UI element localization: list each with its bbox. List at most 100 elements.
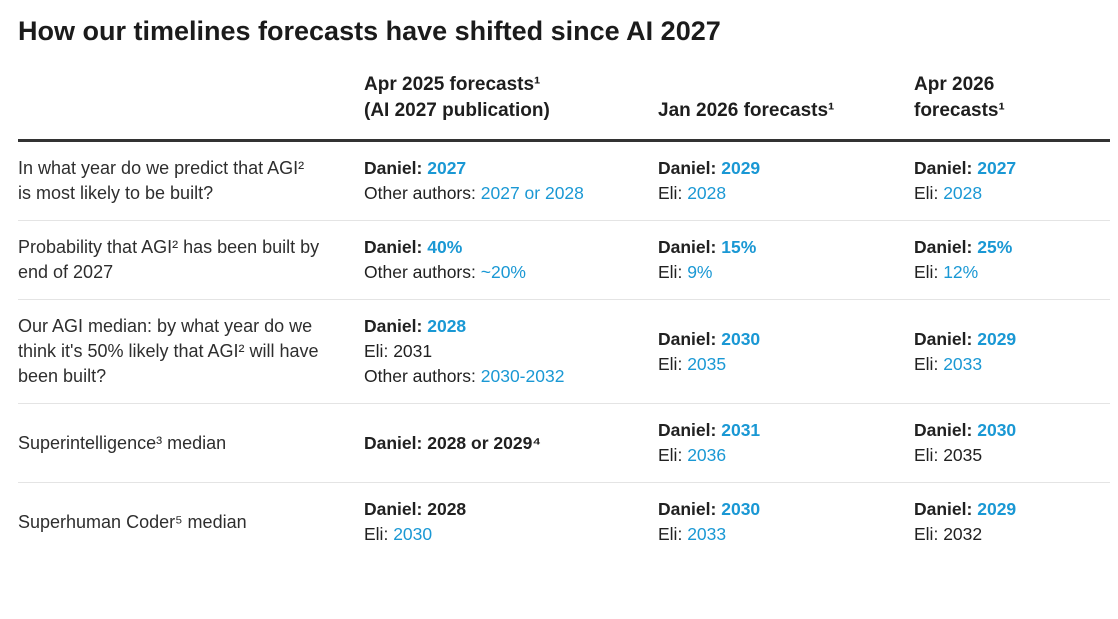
forecast-cell: Daniel: 2030 Eli: 2033 [658, 483, 914, 562]
forecast-line: Eli: 9% [658, 260, 900, 285]
forecast-line: Daniel: 2028 [364, 497, 586, 522]
forecast-value: 2029 [977, 499, 1017, 519]
forecast-value: ~20% [480, 262, 526, 282]
forecast-line: Eli: 2032 [914, 522, 1096, 547]
page-container: How our timelines forecasts have shifted… [18, 16, 1110, 561]
forecast-cell: Daniel: 2029 Eli: 2032 [914, 483, 1110, 562]
forecaster-name: Other authors: [364, 183, 476, 203]
forecaster-name: Eli: [914, 445, 939, 465]
forecast-value: 2027 or 2028 [480, 183, 584, 203]
forecaster-name: Eli: [658, 262, 683, 282]
question-cell: Superhuman Coder⁵ median [18, 511, 247, 532]
forecaster-name: Daniel: [658, 237, 717, 257]
forecast-value: 2033 [943, 353, 983, 374]
col-header-line: Apr 2026 [914, 74, 995, 95]
forecast-line: Eli: 2028 [658, 181, 900, 206]
forecast-cell: Daniel: 2029 Eli: 2028 [658, 141, 914, 221]
forecast-value: 2028 [943, 183, 983, 203]
question-cell: Superintelligence³ median [18, 432, 227, 453]
forecast-table: Apr 2025 forecasts¹ (AI 2027 publication… [18, 72, 1110, 561]
forecast-line: Eli: 2035 [914, 443, 1096, 468]
forecast-value: 2027 [427, 158, 467, 178]
forecaster-name: Eli: [658, 445, 683, 465]
table-row: In what year do we predict that AGI² is … [18, 141, 1110, 221]
col-header-line: Jan 2026 forecasts¹ [658, 100, 835, 121]
col-header-line: forecasts¹ [914, 100, 1005, 121]
forecast-value: 2035 [687, 353, 727, 374]
forecast-value: 2035 [943, 445, 983, 465]
forecast-line: Other authors: 2027 or 2028 [364, 181, 586, 206]
forecaster-name: Daniel: [364, 237, 423, 257]
forecaster-name: Daniel: [658, 499, 717, 519]
forecast-value: 2028 [687, 183, 727, 203]
forecaster-name: Daniel: [914, 420, 973, 440]
forecast-value: 2027 [977, 158, 1017, 178]
forecast-value: 2031 [393, 341, 433, 361]
forecast-value: 2036 [687, 445, 727, 465]
forecast-cell: Daniel: 2028 Eli: 2031 Other authors: 2030… [364, 300, 658, 404]
forecaster-name: Eli: [914, 524, 939, 544]
forecast-cell: Daniel: 2027 Other authors: 2027 or 2028 [364, 141, 658, 221]
table-row: Superhuman Coder⁵ median Daniel: 2028 Eli:… [18, 483, 1110, 562]
forecast-cell: Daniel: 25% Eli: 12% [914, 221, 1110, 300]
forecast-cell: Daniel: 2028 Eli: 2030 [364, 483, 658, 562]
table-row: Superintelligence³ median Daniel: 2028 or… [18, 404, 1110, 483]
forecaster-name: Eli: [364, 524, 389, 544]
forecaster-name: Eli: [914, 183, 939, 203]
forecast-line: Eli: 2030 [364, 522, 586, 547]
forecast-line: Eli: 2036 [658, 443, 900, 468]
forecast-value: 2030 [393, 524, 433, 544]
col-header-jan-2026: Jan 2026 forecasts¹ [658, 72, 914, 141]
forecaster-name: Daniel: [364, 432, 423, 453]
forecaster-name: Eli: [914, 262, 939, 282]
forecaster-name: Other authors: [364, 262, 476, 282]
forecast-value: 40% [427, 237, 463, 257]
forecaster-name: Eli: [658, 183, 683, 203]
forecaster-name: Other authors: [364, 366, 476, 386]
forecast-line: Daniel: 2030 [658, 497, 900, 522]
forecast-value: 2032 [943, 524, 983, 544]
forecast-line: Daniel: 2028 or 2029⁴ [364, 431, 586, 456]
forecast-value: 25% [977, 237, 1013, 257]
forecast-line: Daniel: 2029 [914, 497, 1096, 522]
forecaster-name: Daniel: [364, 316, 423, 336]
forecast-line: Eli: 2035 [658, 352, 900, 377]
forecaster-name: Daniel: [364, 499, 423, 519]
forecast-line: Daniel: 25% [914, 235, 1096, 260]
forecast-value: 2030 [721, 328, 761, 349]
forecast-value: 2030 [977, 420, 1017, 440]
forecast-cell: Daniel: 40% Other authors: ~20% [364, 221, 658, 300]
forecast-cell: Daniel: 2029 Eli: 2033 [914, 300, 1110, 404]
forecast-line: Daniel: 2031 [658, 418, 900, 443]
question-cell: In what year do we predict that AGI² is … [18, 158, 305, 203]
forecaster-name: Daniel: [914, 237, 973, 257]
forecaster-name: Eli: [658, 524, 683, 544]
question-column-header [18, 72, 364, 141]
col-header-apr-2025: Apr 2025 forecasts¹ (AI 2027 publication… [364, 72, 658, 141]
forecast-line: Eli: 2033 [914, 352, 1096, 377]
forecast-cell: Daniel: 2027 Eli: 2028 [914, 141, 1110, 221]
header-row: Apr 2025 forecasts¹ (AI 2027 publication… [18, 72, 1110, 141]
forecast-line: Daniel: 2030 [658, 327, 900, 352]
forecaster-name: Daniel: [658, 158, 717, 178]
forecast-value: 2031 [721, 420, 761, 440]
forecast-value: 2029 [721, 158, 761, 178]
forecast-cell: Daniel: 15% Eli: 9% [658, 221, 914, 300]
forecaster-name: Eli: [364, 341, 389, 361]
forecast-line: Daniel: 2029 [658, 156, 900, 181]
forecast-value: 12% [943, 262, 979, 282]
forecaster-name: Daniel: [914, 499, 973, 519]
forecaster-name: Daniel: [658, 420, 717, 440]
forecaster-name: Daniel: [914, 158, 973, 178]
forecast-line: Daniel: 2029 [914, 327, 1096, 352]
forecast-value: 2030-2032 [480, 366, 565, 386]
forecast-line: Eli: 2031 [364, 339, 586, 364]
forecast-line: Other authors: ~20% [364, 260, 586, 285]
forecast-cell: Daniel: 2030 Eli: 2035 [914, 404, 1110, 483]
forecast-value: 15% [721, 237, 757, 257]
table-body: In what year do we predict that AGI² is … [18, 141, 1110, 562]
forecast-line: Daniel: 2030 [914, 418, 1096, 443]
col-header-line: Apr 2025 forecasts¹ [364, 74, 541, 95]
forecast-line: Daniel: 2028 [364, 314, 586, 339]
forecaster-name: Daniel: [914, 328, 973, 349]
